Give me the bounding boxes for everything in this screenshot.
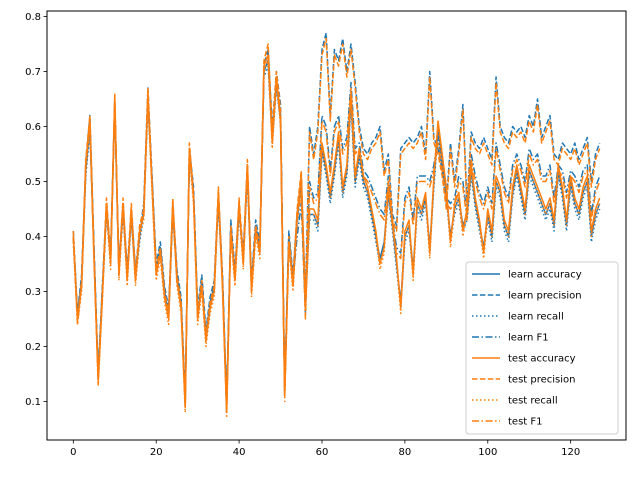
legend-frame bbox=[465, 261, 619, 435]
y-tick-label: 0.8 bbox=[25, 12, 41, 23]
series-line-test-precision bbox=[72, 37, 601, 408]
x-tick-label: 120 bbox=[561, 447, 580, 458]
y-tick-label: 0.3 bbox=[25, 287, 41, 298]
x-axis: 0 20 40 60 80 100 120 bbox=[70, 440, 580, 458]
series-layer bbox=[72, 32, 601, 419]
x-tick-label: 20 bbox=[150, 447, 163, 458]
legend-label-test-accuracy: test accuracy bbox=[508, 354, 576, 365]
x-tick-label: 40 bbox=[233, 447, 246, 458]
y-tick-label: 0.7 bbox=[25, 67, 41, 78]
legend-label-learn-accuracy: learn accuracy bbox=[508, 270, 582, 281]
y-axis: 0.1 0.2 0.3 0.4 0.5 0.6 0.7 0.8 bbox=[25, 12, 47, 408]
legend-label-test-precision: test precision bbox=[508, 375, 576, 386]
x-tick-label: 100 bbox=[478, 447, 497, 458]
legend-label-test-recall: test recall bbox=[508, 396, 558, 407]
y-tick-label: 0.2 bbox=[25, 342, 41, 353]
axes-frame bbox=[46, 10, 627, 441]
x-tick-label: 80 bbox=[399, 447, 412, 458]
y-tick-label: 0.1 bbox=[25, 397, 41, 408]
y-tick-label: 0.4 bbox=[25, 232, 41, 243]
legend-label-learn-recall: learn recall bbox=[508, 312, 564, 323]
legend-label-learn-precision: learn precision bbox=[508, 291, 582, 302]
legend-label-test-f1: test F1 bbox=[508, 417, 543, 428]
y-tick-label: 0.5 bbox=[25, 177, 41, 188]
plot-area bbox=[46, 10, 627, 441]
x-tick-label: 0 bbox=[70, 447, 76, 458]
y-tick-label: 0.6 bbox=[25, 122, 41, 133]
series-line-test-f1 bbox=[72, 54, 601, 414]
legend: learn accuracy learn precision learn recal… bbox=[465, 261, 619, 435]
x-tick-label: 60 bbox=[316, 447, 329, 458]
legend-label-learn-f1: learn F1 bbox=[508, 333, 549, 344]
